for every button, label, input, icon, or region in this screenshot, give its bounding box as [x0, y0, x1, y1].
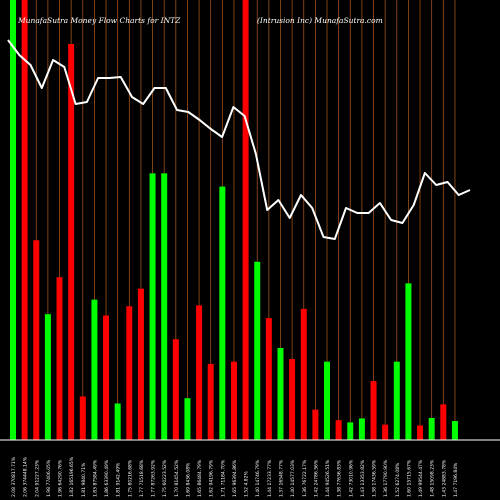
x-tick-label: 1.81 9840.71%	[81, 462, 87, 497]
x-tick-label: 1.98 77406.05%	[46, 459, 52, 497]
money-flow-bar	[196, 305, 203, 440]
money-flow-bar	[417, 425, 424, 440]
x-tick-label: 1.82 165196.65%	[69, 456, 75, 497]
money-flow-bar	[172, 339, 179, 440]
money-flow-bar	[242, 0, 249, 440]
x-tick-label: 1.38 17436.59%	[372, 459, 378, 497]
money-flow-bar	[405, 283, 412, 440]
money-flow-bar	[126, 306, 133, 440]
money-flow-bar	[68, 44, 75, 440]
x-tick-label: 1.36 17790.90%	[383, 459, 389, 497]
money-flow-bar	[114, 403, 121, 440]
x-tick-label: 1.96 64290.76%	[58, 459, 64, 497]
money-flow-bar	[44, 314, 51, 440]
x-tick-label: 1.77 71518.68%	[139, 459, 145, 497]
x-tick-label: 1.71 71184.70%	[220, 459, 226, 497]
x-tick-label: 1.60 15715.67%	[406, 459, 412, 497]
money-flow-bar	[149, 173, 156, 441]
x-tick-label: 1.81 9142.49%	[116, 462, 122, 497]
chart-subtitle: (Intrusion Inc) MunafaSutra.com	[257, 16, 383, 25]
money-flow-bar	[382, 424, 389, 440]
money-flow-bar	[440, 404, 447, 440]
money-flow-bar	[265, 318, 272, 440]
x-tick-label: 2.06 374448.14%	[23, 456, 29, 497]
x-tick-label: 1.44 94526.51%	[325, 459, 331, 497]
x-tick-label: 1.62 94196.79%	[209, 459, 215, 497]
x-tick-label: 1.86 63390.49%	[104, 459, 110, 497]
money-flow-bar	[91, 299, 98, 440]
x-tick-label: 1.75 80216.68%	[127, 459, 133, 497]
money-flow-bar	[428, 418, 435, 440]
x-tick-label: 2.08 370817.71%	[11, 456, 17, 497]
money-flow-bar	[300, 308, 307, 440]
money-flow-bar	[79, 396, 86, 440]
money-flow-bar	[289, 359, 296, 440]
x-tick-label: 1.37 16548.77%	[278, 459, 284, 497]
money-flow-bar	[33, 240, 40, 440]
money-flow-bar	[207, 363, 214, 440]
money-flow-bar	[324, 361, 331, 440]
money-flow-bar	[393, 361, 400, 440]
x-tick-label: 1.49 99544.47%	[418, 459, 424, 497]
money-flow-bar	[335, 420, 342, 440]
x-tick-label: 1.47 7196.84%	[453, 462, 459, 497]
x-tick-label: 1.75 60223.52%	[162, 459, 168, 497]
x-tick-label: 2.04 91227.23%	[34, 459, 40, 497]
x-tick-label: 1.38 77636.83%	[337, 459, 343, 497]
money-flow-bar	[137, 288, 144, 440]
money-flow-bar	[219, 186, 226, 440]
x-tick-label: 1.77 87263.92%	[151, 459, 157, 497]
x-tick-label: 1.36 76722.17%	[302, 459, 308, 497]
money-flow-bar	[230, 361, 237, 440]
money-flow-bar	[312, 409, 319, 440]
money-flow-bar	[184, 398, 191, 440]
money-flow-bar	[56, 277, 63, 440]
money-flow-bar	[10, 0, 16, 440]
x-tick-label: 1.43 24883.78%	[441, 459, 447, 497]
money-flow-bar	[358, 418, 365, 440]
x-tick-label: 1.70 81454.52%	[174, 459, 180, 497]
x-tick-label: 1.43 13353.82%	[360, 459, 366, 497]
money-flow-bar	[347, 422, 354, 440]
money-flow-bar	[277, 348, 284, 440]
money-flow-bar	[103, 315, 110, 440]
chart-title: MunafaSutra Money Flow Charts for INTZ	[18, 16, 181, 25]
x-tick-label: 1.42 24786.56%	[313, 459, 319, 497]
x-tick-label: 1.65 86484.79%	[197, 459, 203, 497]
x-tick-label: 1.40 14577.03%	[290, 459, 296, 497]
money-flow-bar	[21, 0, 28, 440]
x-tick-label: 1.52 4.82%	[244, 471, 250, 497]
money-flow-bar	[370, 381, 377, 440]
money-flow-bar	[161, 173, 168, 441]
x-tick-label: 1.48 15098.23%	[430, 459, 436, 497]
x-tick-labels: 2.08 370817.71% 2.06 374448.14% 2.04 91227…	[11, 456, 459, 497]
x-tick-label: 1.69 8436.08%	[185, 462, 191, 497]
x-tick-label: 1.42 73010.96%	[348, 459, 354, 497]
x-tick-label: 1.83 87584.49%	[92, 459, 98, 497]
x-tick-label: 1.44 17233.77%	[267, 459, 273, 497]
x-tick-label: 1.52 6274.08%	[395, 462, 401, 497]
price-line	[7, 39, 471, 240]
x-tick-label: 1.65 96394.86%	[232, 459, 238, 497]
x-tick-label: 1.40 14746.79%	[255, 459, 261, 497]
money-flow-bar	[254, 261, 261, 440]
money-flow-bars	[10, 0, 458, 441]
money-flow-bar	[451, 421, 458, 440]
